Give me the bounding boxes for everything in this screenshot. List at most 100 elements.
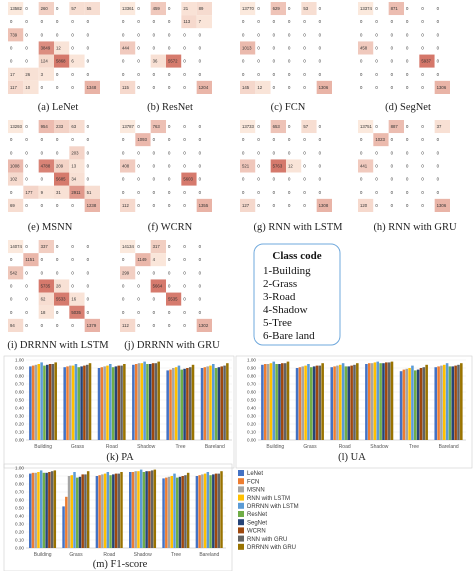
y-tick-label: 0.30 [247,414,256,419]
heatmap-cell-value: 0 [87,284,90,289]
heatmap-cell-value: 1093 [137,137,147,142]
heatmap-cell [166,67,182,81]
heatmap-cell [84,279,100,293]
heatmap-cell [166,240,182,254]
bar [212,474,215,548]
heatmap-cell-value: 0 [87,32,90,37]
heatmap-cell [69,159,85,173]
bar [48,472,51,548]
heatmap-cell [255,67,271,81]
class-code-item-2: 2-Grass [263,278,297,290]
heatmap-cell [38,2,54,16]
heatmap-cell [166,318,182,332]
heatmap-cell-value: 0 [137,177,140,182]
heatmap-cell-value: 18 [41,310,46,315]
heatmap-cell [150,318,166,332]
heatmap-cell [240,15,256,29]
heatmap-cell-value: 0 [288,124,291,129]
x-tick-label: Building [266,444,284,450]
legend-label: DRRNN with LSTM [247,504,299,510]
bar [42,472,46,548]
heatmap-cell-value: 0 [56,310,59,315]
y-tick-label: 1.00 [15,358,24,363]
bar [71,365,75,440]
heatmap-cell [166,198,182,212]
heatmap-cell [150,279,166,293]
heatmap-cell-value: 0 [137,203,140,208]
heatmap-cell [388,185,404,199]
heatmap-cell-value: 12 [257,85,262,90]
bar [437,366,440,440]
heatmap-cell [166,279,182,293]
bar [370,363,374,440]
heatmap-cell-value: 0 [375,59,378,64]
heatmap-cell [38,41,54,55]
heatmap-cell [388,120,404,134]
x-tick-label: Tree [175,444,185,450]
heatmap-cell-value: 0 [421,19,424,24]
heatmap-cell [84,67,100,81]
x-tick-label: Shadow [370,444,388,450]
heatmap-cell [358,172,374,186]
heatmap-cell [373,15,389,29]
heatmap-cell [240,80,256,94]
heatmap-cell-value: 0 [10,190,13,195]
heatmap-cell-value: 0 [25,284,28,289]
heatmap-cell-value: 0 [273,137,276,142]
heatmap-cell-value: 0 [41,150,44,155]
heatmap-cell [135,15,151,29]
bar [148,364,152,440]
heatmap-cell-value: 0 [391,137,394,142]
caption-ua: (l) UA [338,452,366,463]
heatmap-cell [166,253,182,267]
heatmap-cell [54,133,70,147]
heatmap-cell-value: 0 [199,72,202,77]
bar [45,364,49,440]
heatmap-cell-value: 0 [137,323,140,328]
heatmap-cell-value: 0 [303,150,306,155]
heatmap-cell [120,67,136,81]
heatmap-cell-value: 317 [153,244,161,249]
heatmap-cell-value: 1306 [437,85,447,90]
heatmap-cell-value: 0 [153,190,156,195]
heatmap-cell-value: 17 [10,72,15,77]
heatmap-cell [301,146,317,160]
heatmap-cell-value: 13 [71,164,76,169]
heatmap-cell-value: 1379 [87,323,97,328]
heatmap-cell-value: 0 [288,6,291,11]
heatmap-cell-value: 0 [71,19,74,24]
heatmap-cell [419,54,435,68]
heatmap-cell-value: 0 [10,46,13,51]
heatmap-cell-value: 0 [87,257,90,262]
class-code-item-5: 5-Tree [263,317,292,329]
heatmap-cell-value: 0 [242,190,245,195]
heatmap-cell [301,28,317,42]
heatmap-cell [240,185,256,199]
x-tick-label: Building [34,444,52,450]
bar [50,471,54,548]
caption-drrnn-lstm: (i) DRRNN with LSTM [7,340,109,351]
heatmap-cell [255,2,271,16]
heatmap-cell [358,15,374,29]
heatmap-cell [54,279,70,293]
heatmap-cell-value: 0 [242,19,245,24]
heatmap-cell-value: 0 [288,190,291,195]
bar [405,368,409,440]
heatmap-cell-value: 0 [137,297,140,302]
heatmap-cell-value: 0 [303,177,306,182]
heatmap-cell [84,15,100,29]
heatmap-cell-value: 0 [168,137,171,142]
y-tick-label: 0.10 [15,430,24,435]
bar [217,367,221,440]
heatmap-cell [419,28,435,42]
y-tick-label: 0.70 [247,382,256,387]
y-tick-label: 0.00 [15,438,24,443]
heatmap-cell-value: 0 [153,32,156,37]
heatmap-cell [54,185,70,199]
bar [45,472,48,548]
heatmap-cell-value: 16 [71,297,76,302]
heatmap-cell-value: 0 [199,46,202,51]
heatmap-cell-value: 0 [87,59,90,64]
bar [153,469,157,548]
heatmap-cell [23,120,39,134]
